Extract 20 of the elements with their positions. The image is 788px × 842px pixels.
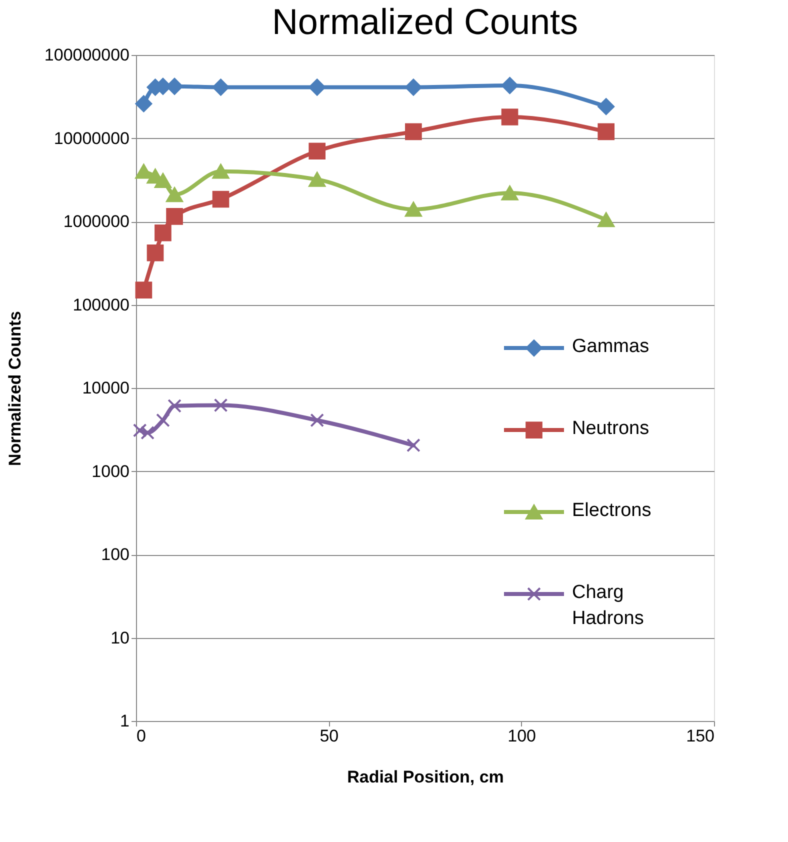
y-tick-label: 100000000	[44, 46, 130, 64]
y-tick-label: 10000000	[54, 128, 130, 148]
y-tick-label: 100	[101, 545, 130, 564]
x-tick-label: 50	[320, 726, 339, 746]
legend-label: Electrons	[572, 500, 652, 522]
x-tick-label: 100	[508, 726, 536, 746]
y-tick-label: 10	[110, 628, 130, 648]
x-tick-label: 0	[136, 726, 146, 746]
x-tick-label: 150	[686, 726, 714, 746]
legend-label: Charg Hadrons	[572, 582, 644, 630]
legend-label: Gammas	[572, 336, 650, 358]
y-axis-title: Normalized Counts	[5, 311, 24, 466]
chart-title: Normalized Counts	[272, 1, 578, 42]
y-tick-label: 10000	[82, 378, 130, 398]
y-tick-label: 1000000	[63, 212, 130, 231]
x-axis-title: Radial Position, cm	[347, 768, 504, 786]
y-tick-label: 1000	[92, 462, 130, 481]
legend-label: Neutrons	[572, 418, 650, 440]
y-tick-label: 100000	[72, 295, 130, 314]
y-tick-label: 1	[120, 712, 130, 730]
